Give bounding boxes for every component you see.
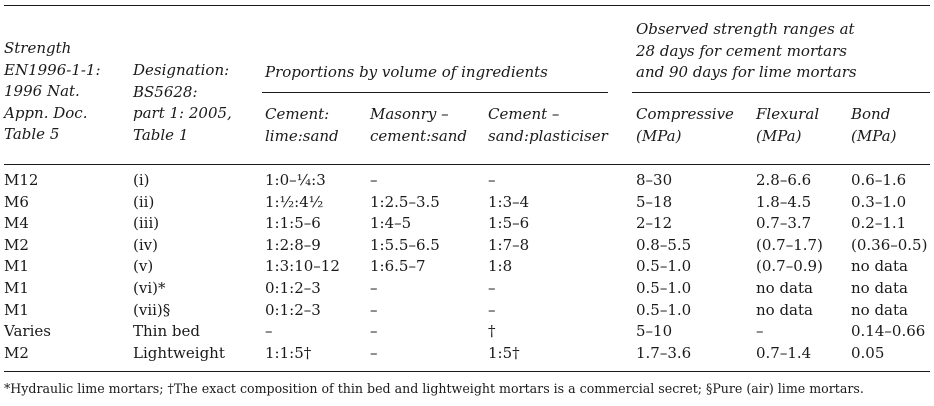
cell-flexural: 0.7–3.7 — [756, 214, 812, 233]
cell-flexural: 1.8–4.5 — [756, 192, 812, 211]
cell-cement-lime-sand: 1:3:10–12 — [265, 257, 340, 276]
cell-compressive: 0.8–5.5 — [636, 235, 692, 254]
cell-designation: (iv) — [133, 235, 158, 254]
cell-designation: (v) — [133, 257, 154, 276]
cell-designation: (ii) — [133, 192, 155, 211]
cell-cement-lime-sand: 1:1:5† — [265, 343, 312, 362]
cell-cement-sand-plasticiser: – — [488, 300, 496, 319]
header-cement-sand-plasticiser: Cement – sand:plasticiser — [488, 105, 608, 145]
cell-cement-sand-plasticiser: 1:5–6 — [488, 214, 530, 233]
cell-flexural: no data — [756, 279, 813, 297]
cell-masonry-cement-sand: – — [370, 279, 378, 297]
cell-cement-sand-plasticiser: 1:7–8 — [488, 235, 530, 254]
cell-masonry-cement-sand: – — [370, 171, 378, 189]
cell-bond: 0.3–1.0 — [851, 192, 907, 211]
cell-masonry-cement-sand: 1:4–5 — [370, 214, 412, 233]
cell-strength-class: M4 — [4, 214, 29, 233]
cell-masonry-cement-sand: – — [370, 322, 378, 341]
cell-flexural: 0.7–1.4 — [756, 343, 812, 362]
cell-masonry-cement-sand: 1:6.5–7 — [370, 257, 426, 276]
cell-designation: Lightweight — [133, 343, 225, 362]
cell-bond: no data — [851, 300, 908, 319]
cell-compressive: 0.5–1.0 — [636, 257, 692, 276]
cell-cement-sand-plasticiser: † — [488, 322, 496, 341]
cell-compressive: 8–30 — [636, 171, 673, 189]
cell-compressive: 1.7–3.6 — [636, 343, 692, 362]
cell-compressive: 0.5–1.0 — [636, 300, 692, 319]
cell-compressive: 2–12 — [636, 214, 673, 233]
cell-cement-lime-sand: 0:1:2–3 — [265, 300, 321, 319]
header-flexural: Flexural (MPa) — [756, 105, 820, 145]
cell-masonry-cement-sand: 1:2.5–3.5 — [370, 192, 440, 211]
cell-bond: no data — [851, 279, 908, 297]
cell-flexural: no data — [756, 300, 813, 319]
cell-cement-lime-sand: 1:2:8–9 — [265, 235, 321, 254]
cell-bond: (0.36–0.5) — [851, 235, 928, 254]
cell-cement-lime-sand: 1:1:5–6 — [265, 214, 321, 233]
cell-flexural: (0.7–0.9) — [756, 257, 823, 276]
cell-cement-sand-plasticiser: – — [488, 171, 496, 189]
cell-strength-class: M6 — [4, 192, 29, 211]
cell-cement-sand-plasticiser: – — [488, 279, 496, 297]
header-strength: Strength EN1996-1-1: 1996 Nat. Appn. Doc… — [4, 39, 101, 143]
cell-strength-class: M2 — [4, 343, 29, 362]
header-observed: Observed strength ranges at 28 days for … — [636, 20, 857, 81]
cell-flexural: (0.7–1.7) — [756, 235, 823, 254]
header-masonry-cement-sand: Masonry – cement:sand — [370, 105, 468, 145]
footnote: *Hydraulic lime mortars; †The exact comp… — [4, 381, 864, 396]
cell-compressive: 0.5–1.0 — [636, 279, 692, 297]
cell-designation: (vii)§ — [133, 300, 171, 319]
observed-underline — [632, 92, 930, 93]
cell-bond: 0.6–1.6 — [851, 171, 907, 189]
cell-bond: 0.14–0.66 — [851, 322, 926, 341]
header-proportions: Proportions by volume of ingredients — [265, 63, 548, 81]
table-bottom-rule — [4, 371, 930, 372]
cell-strength-class: M1 — [4, 257, 29, 276]
cell-flexural: 2.8–6.6 — [756, 171, 812, 189]
cell-bond: 0.2–1.1 — [851, 214, 907, 233]
cell-designation: (vi)* — [133, 279, 166, 297]
proportions-underline — [262, 92, 608, 93]
cell-designation: (iii) — [133, 214, 160, 233]
header-cement-lime-sand: Cement: lime:sand — [265, 105, 339, 145]
cell-cement-lime-sand: 1:½:4½ — [265, 192, 324, 211]
header-designation: Designation: BS5628: part 1: 2005, Table… — [133, 61, 232, 144]
cell-cement-lime-sand: 0:1:2–3 — [265, 279, 321, 297]
header-bond: Bond (MPa) — [851, 105, 897, 145]
cell-bond: 0.05 — [851, 343, 885, 362]
cell-cement-sand-plasticiser: 1:5† — [488, 343, 520, 362]
cell-designation: (i) — [133, 171, 150, 189]
cell-cement-sand-plasticiser: 1:8 — [488, 257, 513, 276]
cell-strength-class: Varies — [4, 322, 51, 341]
cell-flexural: – — [756, 322, 764, 341]
cell-strength-class: M12 — [4, 171, 39, 189]
cell-compressive: 5–18 — [636, 192, 673, 211]
cell-compressive: 5–10 — [636, 322, 673, 341]
cell-bond: no data — [851, 257, 908, 276]
cell-cement-sand-plasticiser: 1:3–4 — [488, 192, 530, 211]
cell-designation: Thin bed — [133, 322, 200, 341]
cell-strength-class: M1 — [4, 279, 29, 297]
cell-cement-lime-sand: – — [265, 322, 273, 341]
cell-masonry-cement-sand: – — [370, 300, 378, 319]
cell-strength-class: M2 — [4, 235, 29, 254]
cell-cement-lime-sand: 1:0–¼:3 — [265, 171, 326, 189]
cell-masonry-cement-sand: – — [370, 343, 378, 362]
cell-strength-class: M1 — [4, 300, 29, 319]
table-header-rule — [4, 164, 930, 165]
cell-masonry-cement-sand: 1:5.5–6.5 — [370, 235, 440, 254]
table-top-rule — [4, 5, 930, 6]
header-compressive: Compressive (MPa) — [636, 105, 734, 145]
